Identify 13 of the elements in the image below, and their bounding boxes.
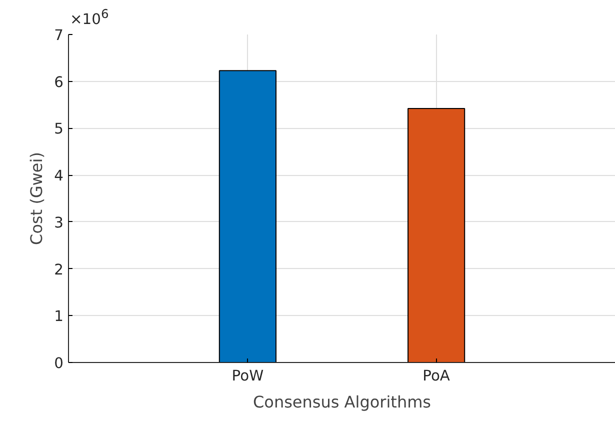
- text: ×10$^{6}$: [70, 6, 109, 30]
- y-tick-label: 3: [54, 214, 64, 232]
- y-tick-label: 0: [54, 355, 64, 372]
- y-tick-label: 6: [54, 74, 64, 91]
- y-tick-label: 5: [54, 120, 64, 138]
- x-axis-title: Consensus Algorithms: [252, 392, 432, 412]
- y-tick-label: 7: [54, 27, 64, 44]
- x-tick-label: PoW: [232, 368, 264, 384]
- y-tick-label: 2: [54, 261, 64, 278]
- x-tick-label: PoA: [422, 368, 450, 384]
- y-tick-label: 1: [54, 308, 64, 326]
- y-tick-label: 4: [54, 168, 64, 185]
- y-axis-title: Cost (Gwei): [27, 152, 46, 245]
